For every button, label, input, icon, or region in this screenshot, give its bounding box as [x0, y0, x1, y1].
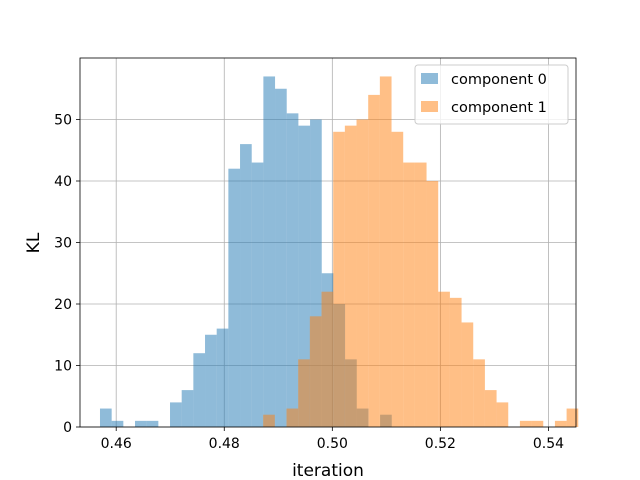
- histogram-bar-component-1: [298, 359, 310, 427]
- histogram-bar-component-1: [554, 420, 567, 427]
- histogram-bar-component-0: [298, 125, 311, 428]
- y-tick-label: 30: [54, 236, 72, 252]
- histogram-bar-component-1: [461, 322, 474, 427]
- legend: component 0 component 1: [414, 64, 569, 125]
- histogram-bar-component-0: [135, 420, 147, 427]
- histogram-bar-component-1: [321, 291, 334, 427]
- y-axis-title: KL: [24, 232, 44, 253]
- histogram-bar-component-0: [170, 402, 182, 427]
- histogram-bar-component-0: [275, 88, 287, 427]
- histogram-bar-component-1: [531, 420, 544, 427]
- histogram-bar-component-1: [484, 390, 497, 427]
- histogram-bar-component-0: [111, 420, 124, 427]
- histogram-bar-component-1: [473, 359, 485, 427]
- legend-frame: [414, 64, 569, 125]
- histogram-bar-component-0: [228, 168, 241, 427]
- y-tick-label: 0: [63, 420, 72, 436]
- histogram-bar-component-0: [193, 353, 206, 427]
- histogram-bar-component-0: [205, 334, 217, 427]
- legend-swatch-component-1: [421, 101, 438, 112]
- x-tick-label: 0.54: [533, 436, 564, 452]
- histogram-bar-component-0: [240, 144, 252, 427]
- histogram-bar-component-0: [181, 390, 194, 427]
- y-tick-label: 50: [54, 113, 72, 129]
- histogram-bar-component-1: [566, 408, 579, 427]
- histogram-bar-component-0: [216, 328, 229, 427]
- legend-label-component-1: component 1: [451, 100, 547, 116]
- x-tick-label: 0.46: [101, 436, 132, 452]
- histogram-bar-component-0: [99, 408, 112, 427]
- histogram-bar-component-1: [519, 420, 532, 427]
- histogram-bar-component-0: [310, 119, 322, 427]
- legend-label-component-0: component 0: [451, 72, 547, 88]
- histogram-bars: [99, 76, 579, 428]
- histogram-bar-component-1: [438, 291, 450, 427]
- x-axis-title: iteration: [292, 461, 364, 480]
- histogram-bar-component-1: [286, 408, 299, 427]
- histogram-bar-component-1: [333, 131, 345, 428]
- histogram-bar-component-0: [263, 76, 276, 427]
- histogram-bar-component-1: [391, 131, 404, 428]
- histogram-bar-component-0: [146, 420, 159, 427]
- histogram-bar-component-1: [356, 119, 369, 427]
- y-tick-label: 20: [54, 297, 72, 313]
- legend-swatch-component-0: [421, 73, 438, 84]
- y-tick-label: 10: [54, 359, 72, 375]
- x-tick-label: 0.50: [317, 436, 348, 452]
- histogram-bar-component-1: [379, 76, 392, 427]
- histogram-bar-component-1: [309, 316, 322, 427]
- histogram-bar-component-1: [449, 297, 462, 427]
- histogram-bar-component-1: [414, 162, 427, 428]
- histogram-bar-component-1: [403, 162, 415, 428]
- histogram-bar-component-1: [368, 94, 380, 428]
- histogram-bar-component-1: [426, 181, 439, 427]
- histogram-bar-component-1: [263, 414, 275, 427]
- histogram-bar-component-0: [251, 162, 264, 428]
- x-tick-label: 0.48: [209, 436, 240, 452]
- histogram-bar-component-0: [286, 113, 299, 427]
- histogram-bar-component-1: [344, 125, 357, 428]
- axis-ticks: 0.46 0.48 0.50 0.52 0.54 0 10 20 30 40 50: [54, 113, 564, 453]
- histogram-bar-component-1: [496, 402, 509, 427]
- y-tick-label: 40: [54, 174, 72, 190]
- x-tick-label: 0.52: [425, 436, 456, 452]
